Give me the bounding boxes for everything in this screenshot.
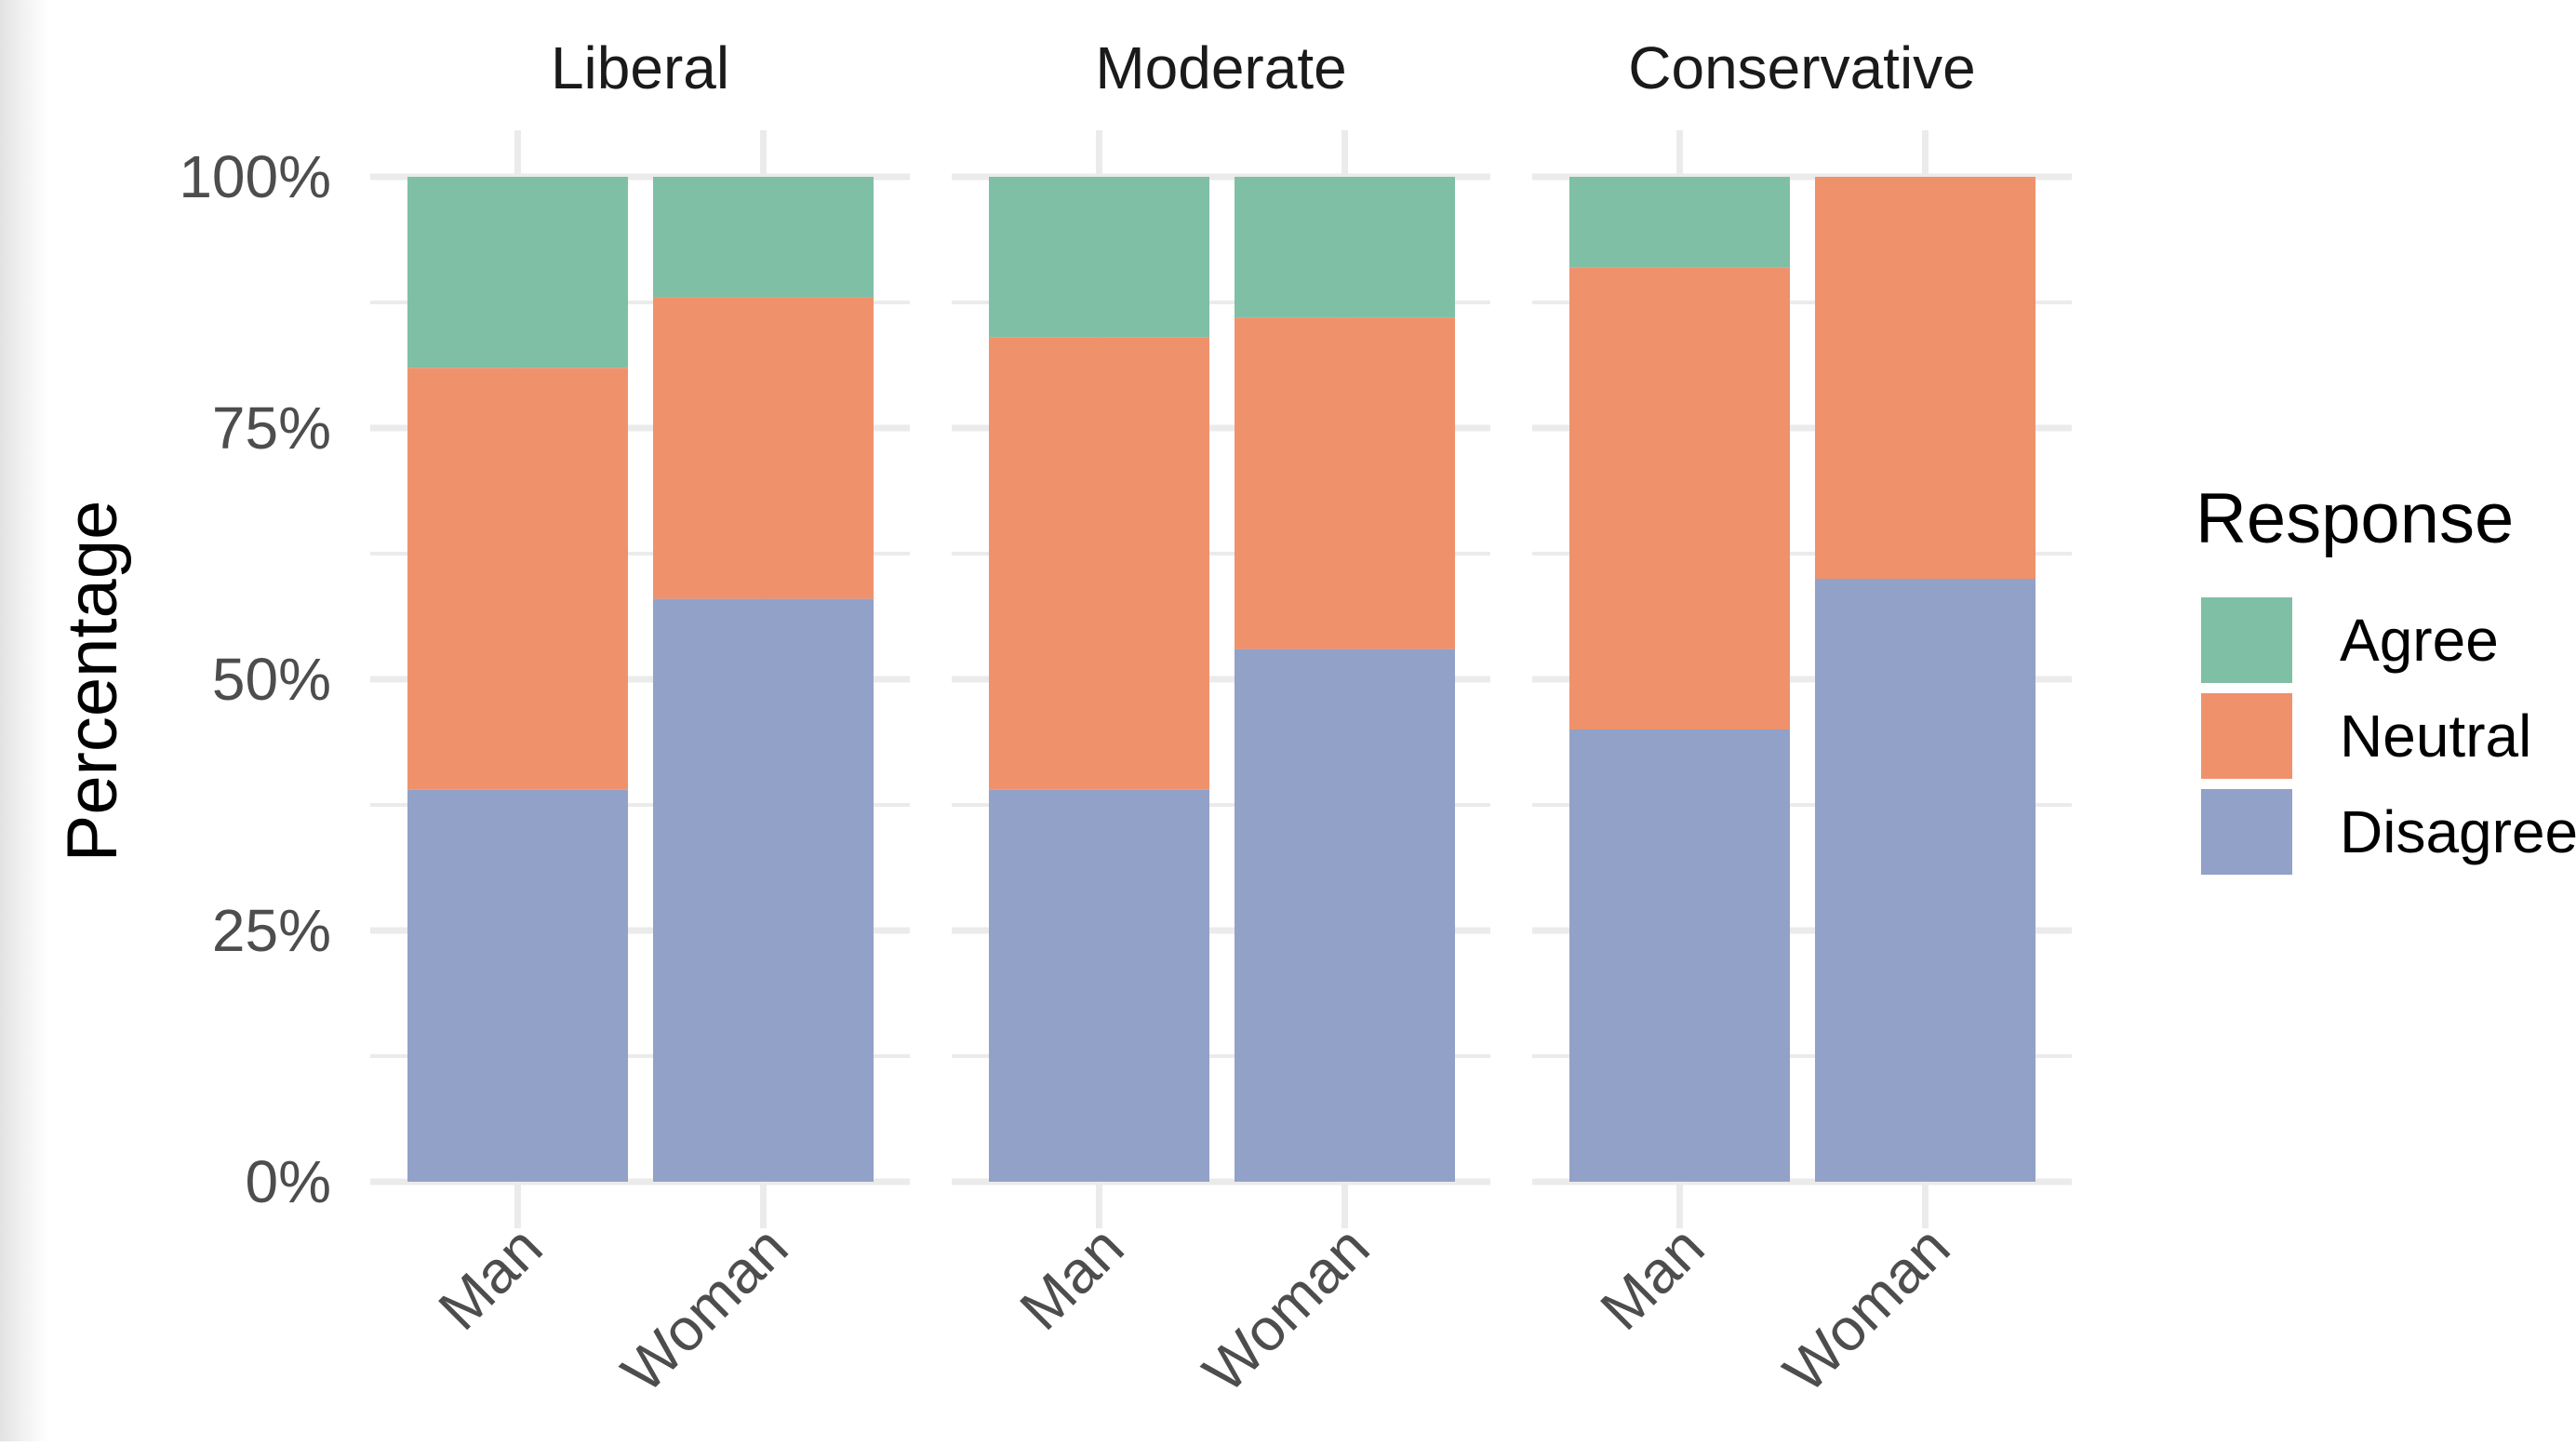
x-tick-label: Man	[425, 1213, 554, 1343]
bar-disagree	[1235, 649, 1455, 1182]
x-tick-label: Woman	[608, 1213, 800, 1405]
x-tick-label: Man	[1007, 1213, 1136, 1343]
bar-disagree	[1569, 730, 1790, 1182]
bar-neutral	[989, 337, 1209, 790]
bar-disagree	[407, 789, 628, 1182]
bar-disagree	[653, 598, 874, 1182]
bar-neutral	[407, 368, 628, 790]
y-tick-label: 0%	[246, 1148, 332, 1215]
x-tick-label: Woman	[1190, 1213, 1381, 1405]
bar-disagree	[1815, 579, 2035, 1182]
bar-agree	[407, 177, 628, 368]
legend-key-disagree	[2201, 789, 2292, 875]
facet-label: Moderate	[1095, 34, 1346, 101]
bar-neutral	[653, 297, 874, 599]
legend: Response Agree Neutral Disagree	[2196, 479, 2576, 875]
bar-agree	[1569, 177, 1790, 268]
y-tick-label: 75%	[212, 395, 331, 462]
facet-label: Liberal	[551, 34, 729, 101]
legend-label: Disagree	[2340, 798, 2576, 865]
bar-neutral	[1815, 177, 2035, 579]
y-axis-title: Percentage	[53, 501, 132, 863]
y-tick-label: 100%	[179, 143, 331, 210]
bar-agree	[653, 177, 874, 298]
bar-agree	[989, 177, 1209, 338]
legend-label: Neutral	[2340, 703, 2531, 770]
x-tick-label: Woman	[1770, 1213, 1962, 1405]
bar-neutral	[1569, 267, 1790, 730]
facet-label: Conservative	[1628, 34, 1976, 101]
window-edge-shadow	[0, 0, 48, 1441]
legend-label: Agree	[2340, 607, 2499, 674]
legend-key-neutral	[2201, 693, 2292, 779]
x-tick-label: Man	[1587, 1213, 1716, 1343]
legend-key-agree	[2201, 597, 2292, 683]
bar-neutral	[1235, 317, 1455, 649]
bar-agree	[1235, 177, 1455, 318]
y-tick-label: 50%	[212, 646, 331, 713]
bar-disagree	[989, 789, 1209, 1182]
y-tick-label: 25%	[212, 897, 331, 964]
bar-layer	[407, 177, 2035, 1182]
legend-title: Response	[2196, 479, 2514, 558]
